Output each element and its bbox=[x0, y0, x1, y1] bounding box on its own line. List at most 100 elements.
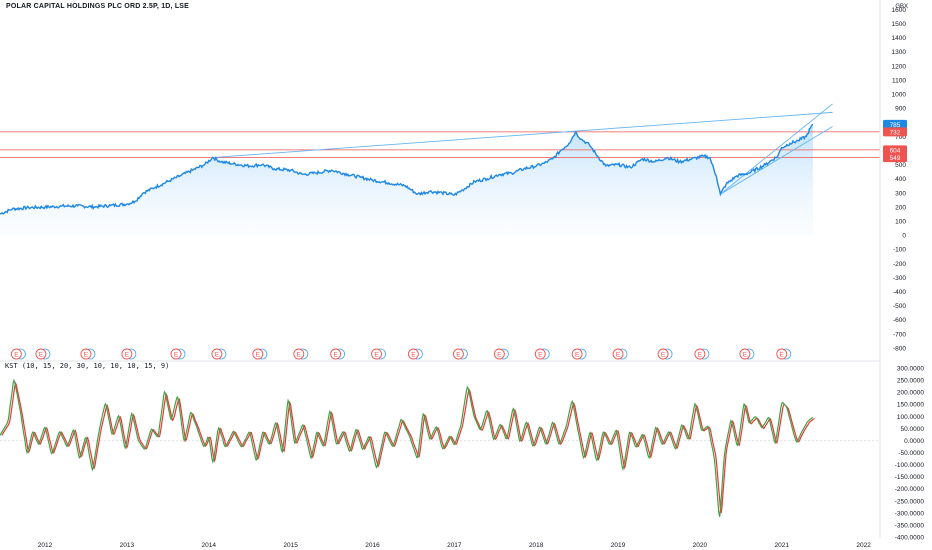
chart-title: POLAR CAPITAL HOLDINGS PLC ORD 2.5P, 1D,… bbox=[6, 3, 190, 10]
level-badge-resistance bbox=[883, 153, 907, 163]
price-area-layer bbox=[0, 124, 813, 236]
kst-axis-tick: 50.0000 bbox=[901, 426, 925, 433]
time-axis-tick: 2012 bbox=[38, 542, 53, 549]
price-axis-tick: 1400 bbox=[892, 35, 907, 42]
time-axis-tick: 2019 bbox=[611, 542, 626, 549]
kst-axis-tick: 150.0000 bbox=[897, 402, 924, 409]
earnings-marker-label: E bbox=[256, 351, 261, 358]
earnings-marker bbox=[330, 348, 342, 360]
level-badge-resistance bbox=[883, 127, 907, 137]
trend-line-1 bbox=[720, 103, 833, 195]
earnings-marker bbox=[739, 348, 751, 360]
trend-line-2 bbox=[720, 126, 833, 195]
earnings-marker-label: E bbox=[333, 351, 338, 358]
currency-label: GBX bbox=[895, 4, 908, 10]
price-axis-tick: 500 bbox=[895, 162, 906, 169]
price-line bbox=[0, 123, 814, 215]
time-axis-tick: 2015 bbox=[283, 542, 298, 549]
trend-lines-layer bbox=[212, 103, 833, 195]
level-badge-resistance bbox=[883, 145, 907, 155]
earnings-marker-label: E bbox=[575, 351, 580, 358]
earnings-marker bbox=[293, 348, 305, 360]
time-axis-tick: 2021 bbox=[775, 542, 790, 549]
time-axis-tick: 2018 bbox=[529, 542, 544, 549]
price-area-fill bbox=[0, 124, 813, 236]
price-axis-tick: 900 bbox=[895, 106, 906, 113]
price-axis-tick: 1000 bbox=[892, 92, 907, 99]
price-axis-tick: -700 bbox=[893, 331, 906, 338]
kst-axis-tick: 200.0000 bbox=[897, 390, 924, 397]
price-axis-tick: 200 bbox=[895, 204, 906, 211]
earnings-marker bbox=[170, 348, 182, 360]
earnings-marker-label: E bbox=[174, 351, 179, 358]
level-badge-label: 604 bbox=[890, 147, 901, 154]
time-axis-tick: 2022 bbox=[856, 542, 871, 549]
earnings-marker bbox=[252, 348, 264, 360]
kst-axis-tick: 100.0000 bbox=[897, 414, 924, 421]
earnings-marker bbox=[452, 348, 464, 360]
price-axis-tick: -600 bbox=[893, 317, 906, 324]
level-badge-label: 732 bbox=[890, 129, 901, 136]
earnings-marker bbox=[493, 348, 505, 360]
price-axis-tick: -100 bbox=[893, 247, 906, 254]
time-axis-tick: 2014 bbox=[202, 542, 217, 549]
price-axis-tick: 1300 bbox=[892, 49, 907, 56]
earnings-marker-label: E bbox=[661, 351, 666, 358]
earnings-marker bbox=[657, 348, 669, 360]
kst-axis-tick: -200.0000 bbox=[895, 486, 925, 493]
earnings-marker-label: E bbox=[297, 351, 302, 358]
kst-layer bbox=[0, 378, 880, 517]
level-badge-last bbox=[883, 119, 907, 129]
earnings-marker-label: E bbox=[215, 351, 220, 358]
kst-axis-tick: -50.0000 bbox=[898, 450, 924, 457]
price-axis-tick: -500 bbox=[893, 303, 906, 310]
price-axis-tick: -200 bbox=[893, 261, 906, 268]
earnings-marker-label: E bbox=[374, 351, 379, 358]
kst-axis-tick: 0.0000 bbox=[904, 438, 924, 445]
resistance-levels-layer bbox=[0, 131, 880, 159]
time-axis-tick: 2013 bbox=[120, 542, 135, 549]
kst-indicator-label[interactable]: KST (10, 15, 20, 30, 10, 10, 10, 15, 9) bbox=[5, 362, 170, 370]
earnings-marker bbox=[80, 348, 92, 360]
earnings-marker-label: E bbox=[698, 351, 703, 358]
earnings-marker bbox=[121, 348, 133, 360]
earnings-marker bbox=[10, 348, 22, 360]
earnings-marker bbox=[694, 348, 706, 360]
kst-signal-line bbox=[1, 381, 815, 514]
time-axis-tick: 2016 bbox=[365, 542, 380, 549]
price-axis-tick: 1500 bbox=[892, 21, 907, 28]
kst-axis-tick: -100.0000 bbox=[895, 462, 925, 469]
price-line-layer bbox=[0, 123, 814, 215]
earnings-marker bbox=[534, 348, 546, 360]
kst-axis-tick: -250.0000 bbox=[895, 498, 925, 505]
trend-line-0 bbox=[212, 111, 833, 158]
earnings-marker-label: E bbox=[411, 351, 416, 358]
level-badge-label: 785 bbox=[890, 122, 901, 129]
earnings-marker bbox=[211, 348, 223, 360]
earnings-marker bbox=[571, 348, 583, 360]
earnings-marker-label: E bbox=[743, 351, 748, 358]
kst-axis-tick: 300.0000 bbox=[897, 366, 924, 373]
earnings-marker bbox=[776, 348, 788, 360]
kst-line bbox=[0, 378, 814, 517]
price-axis-tick: 0 bbox=[902, 233, 906, 240]
earnings-marker-label: E bbox=[125, 351, 130, 358]
kst-axis-tick: -150.0000 bbox=[895, 474, 925, 481]
price-axis-tick: 1600 bbox=[892, 7, 907, 14]
earnings-marker-label: E bbox=[456, 351, 461, 358]
earnings-marker bbox=[35, 348, 47, 360]
earnings-marker-label: E bbox=[538, 351, 543, 358]
earnings-marker bbox=[407, 348, 419, 360]
level-badge-label: 549 bbox=[890, 155, 901, 162]
earnings-marker-label: E bbox=[616, 351, 621, 358]
earnings-marker-label: E bbox=[14, 351, 19, 358]
kst-axis-tick: -400.0000 bbox=[895, 535, 925, 542]
price-axis-tick: -400 bbox=[893, 289, 906, 296]
kst-axis-tick: -300.0000 bbox=[895, 510, 925, 517]
price-axis-tick: -800 bbox=[893, 345, 906, 352]
kst-axis-tick: -350.0000 bbox=[895, 522, 925, 529]
earnings-marker bbox=[612, 348, 624, 360]
earnings-marker-label: E bbox=[780, 351, 785, 358]
